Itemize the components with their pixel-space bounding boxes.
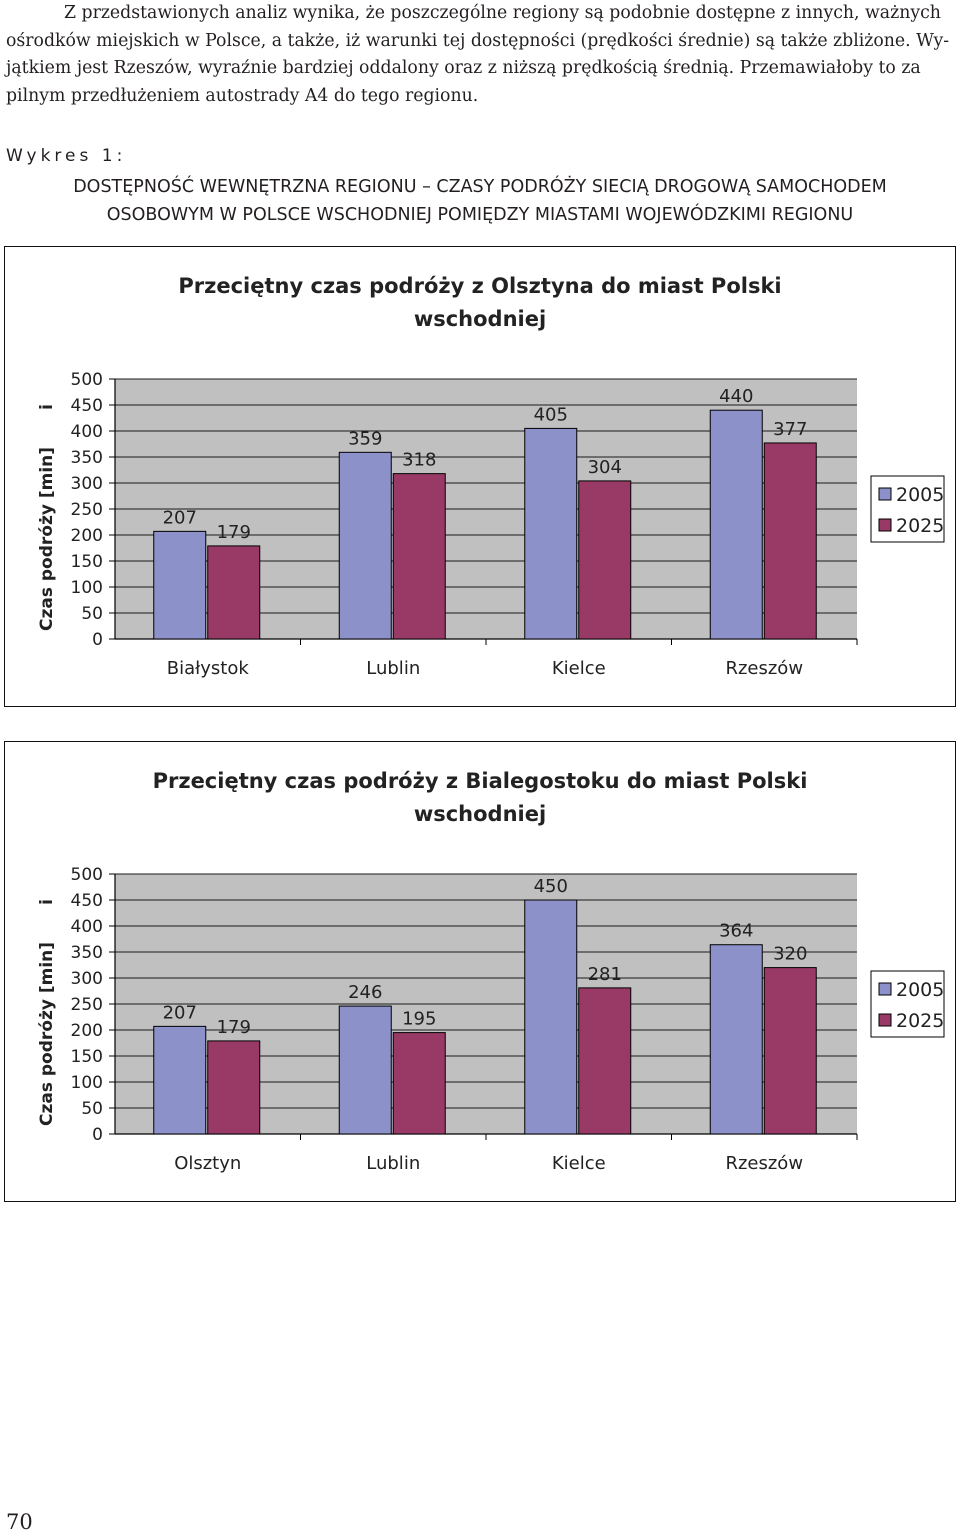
legend-swatch xyxy=(878,487,892,501)
chart-title-line: Przeciętny czas podróży z Bialegostoku d… xyxy=(153,769,808,793)
bar-value-label: 281 xyxy=(588,964,622,985)
paragraph-line: ośrodków miejskich w Polsce, a także, iż… xyxy=(6,30,950,51)
bar-value-label: 246 xyxy=(348,982,382,1003)
y-axis-marker: i xyxy=(37,899,57,905)
y-tick-label: 100 xyxy=(71,1073,103,1093)
bar-value-label: 450 xyxy=(534,876,568,897)
bar-2025 xyxy=(207,545,261,640)
chart-canvas: Przeciętny czas podróży z Olsztyna do mi… xyxy=(37,274,945,679)
paragraph-line: jątkiem jest Rzeszów, wyraźnie bardziej … xyxy=(6,58,921,78)
body-paragraph: Z przedstawionych analiz wynika, że posz… xyxy=(6,0,956,110)
bar-2005 xyxy=(338,451,392,640)
y-tick-label: 50 xyxy=(81,1099,103,1119)
y-tick-label: 0 xyxy=(92,1125,103,1145)
y-tick-label: 300 xyxy=(71,474,103,494)
bar-value-label: 359 xyxy=(348,428,382,449)
legend-swatch xyxy=(878,982,892,996)
bar-2025 xyxy=(763,442,817,640)
chart-bialystok: Przeciętny czas podróży z Bialegostoku d… xyxy=(4,741,956,1202)
chart-title-line: wschodniej xyxy=(414,802,546,826)
y-tick-label: 150 xyxy=(71,552,103,572)
bar-value-label: 318 xyxy=(402,450,436,471)
chart-title-line: wschodniej xyxy=(414,307,546,331)
legend-label: 2025 xyxy=(896,1010,944,1032)
y-tick-label: 450 xyxy=(71,891,103,911)
y-tick-label: 150 xyxy=(71,1047,103,1067)
category-label: Lublin xyxy=(366,658,420,679)
bar-2005 xyxy=(709,944,763,1135)
y-tick-label: 450 xyxy=(71,396,103,416)
y-tick-label: 200 xyxy=(71,526,103,546)
bar-2025 xyxy=(578,480,632,640)
bar-2025 xyxy=(578,987,632,1135)
bar-value-label: 207 xyxy=(163,1002,197,1023)
bar-value-label: 195 xyxy=(402,1009,436,1030)
bar-2005 xyxy=(153,530,207,640)
category-label: Olsztyn xyxy=(174,1153,241,1174)
y-tick-label: 200 xyxy=(71,1021,103,1041)
bar-2025 xyxy=(392,1032,446,1135)
bar-value-label: 179 xyxy=(217,1017,251,1038)
legend-swatch xyxy=(878,1013,892,1027)
y-tick-label: 0 xyxy=(92,630,103,650)
y-tick-label: 250 xyxy=(71,995,103,1015)
bar-2025 xyxy=(392,473,446,640)
figure-heading-line-1: DOSTĘPNOŚĆ WEWNĘTRZNA REGIONU – CZASY PO… xyxy=(73,177,887,197)
bar-2005 xyxy=(153,1025,207,1135)
figure-label: Wykres 1: xyxy=(6,146,127,166)
y-tick-label: 400 xyxy=(71,917,103,937)
bar-value-label: 179 xyxy=(217,522,251,543)
category-label: Lublin xyxy=(366,1153,420,1174)
chart-canvas: Przeciętny czas podróży z Bialegostoku d… xyxy=(37,769,945,1174)
category-label: Kielce xyxy=(552,658,606,679)
y-tick-label: 300 xyxy=(71,969,103,989)
bar-2005 xyxy=(338,1005,392,1135)
bar-value-label: 405 xyxy=(534,404,568,425)
bar-2005 xyxy=(709,409,763,640)
y-tick-label: 350 xyxy=(71,448,103,468)
figure-heading-line-2: OSOBOWYM W POLSCE WSCHODNIEJ POMIĘDZY MI… xyxy=(106,205,854,225)
bar-2025 xyxy=(763,967,817,1135)
paragraph-line: Z przedstawionych analiz wynika, że posz… xyxy=(64,3,941,23)
paragraph-line: pilnym przedłużeniem autostrady A4 do te… xyxy=(6,85,479,106)
y-tick-label: 100 xyxy=(71,578,103,598)
category-label: Rzeszów xyxy=(725,658,803,679)
bar-value-label: 377 xyxy=(773,419,807,440)
page-number: 70 xyxy=(6,1510,33,1534)
bar-2005 xyxy=(524,427,578,640)
y-axis-marker: i xyxy=(37,404,57,410)
bar-value-label: 207 xyxy=(163,507,197,528)
category-label: Białystok xyxy=(167,658,250,679)
y-tick-label: 250 xyxy=(71,500,103,520)
category-label: Rzeszów xyxy=(725,1153,803,1174)
bar-value-label: 440 xyxy=(719,386,753,407)
y-axis-label: Czas podróży [min] xyxy=(37,447,57,631)
y-tick-label: 50 xyxy=(81,604,103,624)
chart-olsztyn: Przeciętny czas podróży z Olsztyna do mi… xyxy=(4,246,956,707)
y-tick-label: 500 xyxy=(71,865,103,885)
y-tick-label: 500 xyxy=(71,370,103,390)
bar-value-label: 364 xyxy=(719,921,753,942)
legend-label: 2025 xyxy=(896,515,944,537)
legend-label: 2005 xyxy=(896,979,944,1001)
category-label: Kielce xyxy=(552,1153,606,1174)
bar-value-label: 320 xyxy=(773,944,807,965)
legend-label: 2005 xyxy=(896,484,944,506)
y-tick-label: 400 xyxy=(71,422,103,442)
y-tick-label: 350 xyxy=(71,943,103,963)
y-axis-label: Czas podróży [min] xyxy=(37,942,57,1126)
bar-2005 xyxy=(524,899,578,1135)
bar-value-label: 304 xyxy=(588,457,622,478)
chart-title-line: Przeciętny czas podróży z Olsztyna do mi… xyxy=(178,274,781,298)
bar-2025 xyxy=(207,1040,261,1135)
legend-swatch xyxy=(878,518,892,532)
